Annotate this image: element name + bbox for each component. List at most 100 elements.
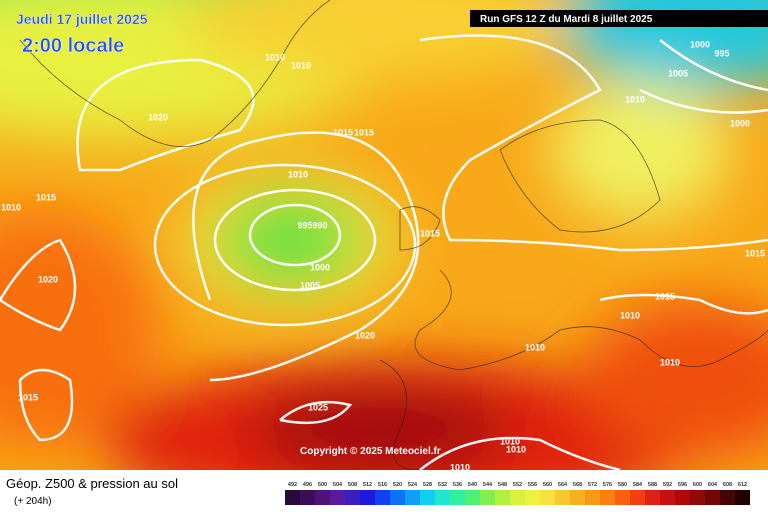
scale-label: 540 <box>468 482 477 488</box>
scale-swatch <box>285 490 300 505</box>
scale-swatch <box>405 490 420 505</box>
isobar-label: 1005 <box>668 68 688 78</box>
scale-label: 520 <box>393 482 402 488</box>
isobar-label: 1010 <box>288 169 308 179</box>
isobar-label: 1015 <box>745 248 765 258</box>
isobar-label: 1000 <box>730 118 750 128</box>
scale-label: 608 <box>723 482 732 488</box>
scale-label: 512 <box>363 482 372 488</box>
scale-swatch <box>450 490 465 505</box>
scale-swatch <box>630 490 645 505</box>
scale-swatch <box>735 490 750 505</box>
isobar-label: 1010 <box>660 357 680 367</box>
isobar-label: 1005 <box>300 280 320 290</box>
scale-label: 504 <box>333 482 343 488</box>
local-time: 2:00 locale <box>22 35 124 57</box>
valid-date: Jeudi 17 juillet 2025 <box>16 11 148 27</box>
scale-swatch <box>540 490 555 505</box>
scale-swatch <box>495 490 510 505</box>
scale-label: 548 <box>498 482 507 488</box>
product-title: Géop. Z500 & pression au sol <box>6 476 178 491</box>
scale-label: 580 <box>618 482 627 488</box>
scale-swatch <box>390 490 405 505</box>
scale-swatch <box>645 490 660 505</box>
scale-label: 592 <box>663 482 672 488</box>
isobar-label: 1020 <box>38 274 58 284</box>
isobar-label: 1010 <box>506 444 526 454</box>
scale-label: 492 <box>288 482 297 488</box>
scale-swatch <box>570 490 585 505</box>
scale-swatch <box>330 490 345 505</box>
scale-label: 524 <box>408 482 418 488</box>
isobar-label: 1020 <box>148 112 168 122</box>
isobar-label: 1015 <box>18 392 38 402</box>
scale-label: 572 <box>588 482 597 488</box>
isobar-label: 1010 <box>620 310 640 320</box>
isobar-label: 1010 <box>500 436 520 446</box>
copyright: Copyright © 2025 Meteociel.fr <box>300 446 441 457</box>
scale-swatch <box>420 490 435 505</box>
scale-swatch <box>315 490 330 505</box>
scale-label: 604 <box>708 482 718 488</box>
scale-swatch <box>300 490 315 505</box>
scale-label: 588 <box>648 482 657 488</box>
scale-swatch <box>720 490 735 505</box>
scale-swatch <box>555 490 570 505</box>
isobar-label: 1015 <box>655 291 675 301</box>
scale-label: 556 <box>528 482 537 488</box>
lead-time: (+ 204h) <box>14 496 52 507</box>
isobar-label: 1025 <box>308 402 328 412</box>
scale-label: 536 <box>453 482 462 488</box>
isobar-label: 1015 <box>36 192 56 202</box>
scale-label: 560 <box>543 482 552 488</box>
scale-label: 500 <box>318 482 327 488</box>
scale-label: 564 <box>558 482 568 488</box>
scale-label: 584 <box>633 482 643 488</box>
run-info: Run GFS 12 Z du Mardi 8 juillet 2025 <box>480 14 653 25</box>
scale-label: 568 <box>573 482 582 488</box>
isobar-label: 1000 <box>690 39 710 49</box>
scale-swatch <box>525 490 540 505</box>
scale-swatch <box>600 490 615 505</box>
scale-label: 596 <box>678 482 687 488</box>
scale-swatch <box>465 490 480 505</box>
isobar-label: 1010 <box>291 60 311 70</box>
scale-swatch <box>585 490 600 505</box>
scale-swatch <box>345 490 360 505</box>
isobar-label: 1015 <box>354 127 374 137</box>
scale-label: 552 <box>513 482 522 488</box>
scale-label: 612 <box>738 482 747 488</box>
scale-label: 516 <box>378 482 387 488</box>
scale-swatch <box>375 490 390 505</box>
scale-swatch <box>435 490 450 505</box>
scale-label: 600 <box>693 482 702 488</box>
scale-label: 576 <box>603 482 612 488</box>
scale-swatch <box>660 490 675 505</box>
scale-label: 528 <box>423 482 432 488</box>
scale-label: 532 <box>438 482 447 488</box>
isobar-label: 1010 <box>265 52 285 62</box>
isobar-label: 1010 <box>625 94 645 104</box>
isobar-label: 995 <box>714 48 729 58</box>
color-scale: 492 496 500 504 508 512 516 520 524 528 532 536 540 5… <box>285 482 750 505</box>
isobar-label: 1010 <box>450 462 470 472</box>
isobar-label: 1000 <box>310 262 330 272</box>
scale-label: 508 <box>348 482 357 488</box>
scale-swatch <box>690 490 705 505</box>
scale-label: 496 <box>303 482 312 488</box>
scale-swatch <box>360 490 375 505</box>
isobar-label: 1015 <box>420 228 440 238</box>
isobar-label: 995 <box>297 220 312 230</box>
scale-swatch <box>480 490 495 505</box>
isobar-label: 1010 <box>525 342 545 352</box>
isobar-label: 1015 <box>333 127 353 137</box>
scale-swatch <box>675 490 690 505</box>
scale-swatch <box>510 490 525 505</box>
scale-label: 544 <box>483 482 493 488</box>
isobar-label: 1010 <box>1 202 21 212</box>
isobar-label: 1020 <box>355 330 375 340</box>
